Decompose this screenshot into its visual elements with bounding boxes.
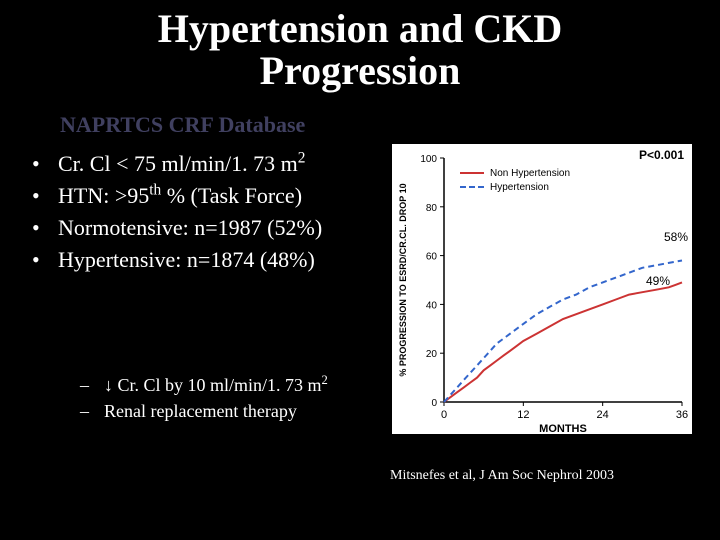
svg-text:36: 36 [676, 409, 688, 421]
svg-text:0: 0 [441, 409, 447, 421]
svg-text:12: 12 [517, 409, 529, 421]
svg-text:MONTHS: MONTHS [539, 423, 587, 434]
bullet-item: •Cr. Cl < 75 ml/min/1. 73 m2 [32, 148, 372, 180]
svg-text:24: 24 [597, 409, 609, 421]
citation: Mitsnefes et al, J Am Soc Nephrol 2003 [390, 468, 614, 484]
svg-text:40: 40 [426, 300, 438, 311]
sub-bullet-list: –↓ Cr. Cl by 10 ml/min/1. 73 m2–Renal re… [80, 372, 328, 424]
svg-text:20: 20 [426, 349, 438, 360]
svg-text:% PROGRESSION TO ESRD/CR.CL. D: % PROGRESSION TO ESRD/CR.CL. DROP 10 [398, 183, 408, 376]
p-value-label: P<0.001 [639, 148, 684, 162]
title-line-1: Hypertension and CKD [0, 8, 720, 50]
chart-legend: Non HypertensionHypertension [460, 166, 570, 194]
subtitle: NAPRTCS CRF Database [60, 112, 305, 138]
bullet-item: •Normotensive: n=1987 (52%) [32, 212, 372, 244]
svg-text:100: 100 [420, 154, 437, 165]
bullet-item: •Hypertensive: n=1874 (48%) [32, 244, 372, 276]
title-line-2: Progression [0, 50, 720, 92]
sub-bullet-item: –↓ Cr. Cl by 10 ml/min/1. 73 m2 [80, 372, 328, 398]
hypertension-end-label: 58% [664, 230, 688, 244]
svg-text:60: 60 [426, 252, 438, 263]
svg-text:80: 80 [426, 203, 438, 214]
slide-title: Hypertension and CKD Progression [0, 8, 720, 92]
non-hypertension-end-label: 49% [646, 274, 670, 288]
progression-chart: 0 20 40 60 80 100 0 12 24 36 MONTHS % PROGRESSION T… [392, 144, 692, 434]
sub-bullet-item: –Renal replacement therapy [80, 398, 328, 424]
bullet-item: •HTN: >95th % (Task Force) [32, 180, 372, 212]
main-bullet-list: •Cr. Cl < 75 ml/min/1. 73 m2•HTN: >95th … [32, 148, 372, 276]
svg-text:0: 0 [431, 398, 437, 409]
